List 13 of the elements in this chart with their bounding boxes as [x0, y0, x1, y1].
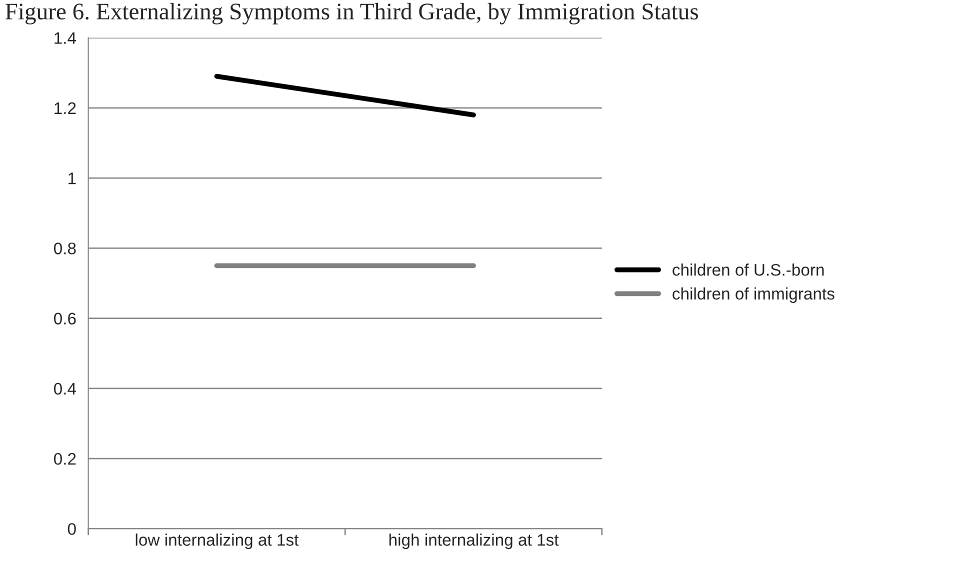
y-tick-label: 0.6	[54, 312, 76, 325]
y-tick-label: 0.2	[54, 452, 76, 465]
y-tick-label: 1.2	[54, 102, 76, 114]
y-tick-label: 1	[68, 172, 76, 184]
y-tick-label: 0.4	[54, 382, 76, 395]
y-tick-label: 0	[68, 523, 76, 535]
x-tick-label: low internalizing at 1st	[136, 534, 299, 550]
chart-title: Figure 6. Externalizing Symptoms in Third Grade, by Immigration Status	[5, 2, 698, 24]
y-tick-label: 1.4	[54, 32, 76, 44]
x-tick-label: high internalizing at 1st	[389, 534, 559, 550]
y-tick-label: 0.8	[54, 242, 76, 254]
legend-label: children of immigrants	[672, 287, 834, 303]
legend-label: children of U.S.-born	[672, 264, 824, 276]
